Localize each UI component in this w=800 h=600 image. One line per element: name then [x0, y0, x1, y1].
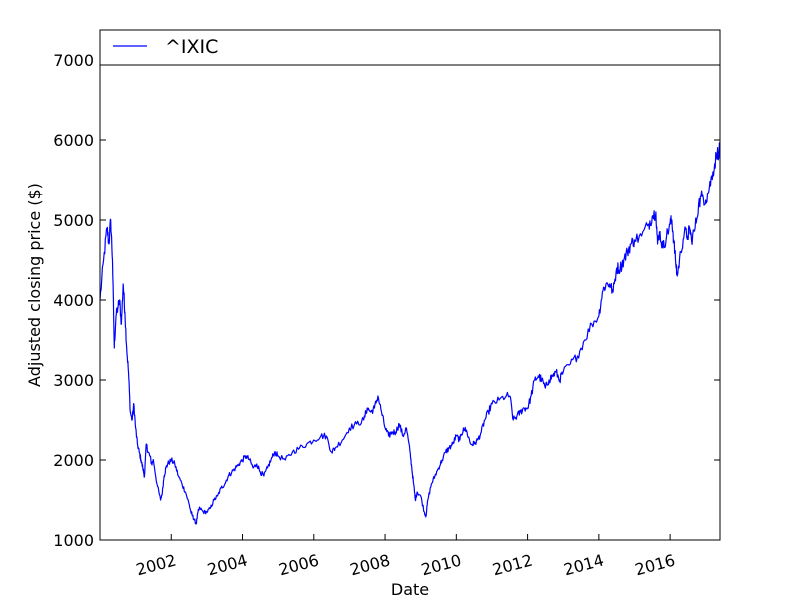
legend-box [99, 29, 721, 66]
y-tick-label: 6000 [53, 131, 94, 150]
y-axis-ticks: 1000 2000 3000 4000 5000 6000 7000 [53, 51, 720, 550]
y-tick-label: 5000 [53, 211, 94, 230]
y-tick-label: 7000 [53, 51, 94, 70]
y-tick-label: 4000 [53, 291, 94, 310]
x-axis-label: Date [391, 580, 429, 599]
legend-label-ixic: ^IXIC [165, 36, 218, 58]
series-line-ixic [99, 142, 721, 525]
y-tick-label: 3000 [53, 371, 94, 390]
plot-area [100, 30, 720, 540]
legend: ^IXIC [99, 29, 721, 66]
y-tick-label: 2000 [53, 451, 94, 470]
y-axis-label: Adjusted closing price ($) [25, 183, 44, 387]
y-tick-label: 1000 [53, 531, 94, 550]
